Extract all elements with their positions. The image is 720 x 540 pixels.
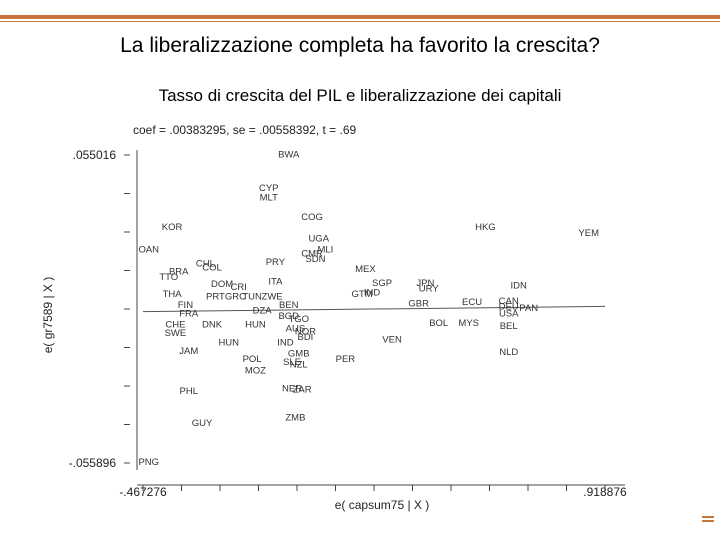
point-label: DNK bbox=[202, 319, 223, 330]
point-label: ECU bbox=[462, 297, 482, 308]
point-label: FRA bbox=[179, 308, 199, 319]
point-label: ZAR bbox=[293, 385, 312, 396]
point-label: IDN bbox=[511, 281, 528, 292]
point-label: PRY bbox=[266, 257, 286, 268]
point-label: YEM bbox=[578, 228, 599, 239]
point-label: MLT bbox=[260, 192, 278, 203]
slide-subtitle: Tasso di crescita del PIL e liberalizzaz… bbox=[158, 86, 562, 105]
x-tick-label: .918876 bbox=[583, 485, 627, 499]
top-rule-thin bbox=[0, 21, 720, 22]
point-label: BDI bbox=[297, 332, 313, 343]
point-label: MLI bbox=[317, 244, 333, 255]
point-label: IND bbox=[277, 337, 294, 348]
point-label: GBR bbox=[408, 299, 429, 310]
point-label: TTO bbox=[159, 272, 178, 283]
point-label: CAN bbox=[499, 296, 519, 307]
point-label: CYP bbox=[259, 183, 279, 194]
point-label: OAN bbox=[138, 244, 159, 255]
point-label: HUN bbox=[218, 337, 239, 348]
point-label: TUN bbox=[242, 292, 262, 303]
point-label: PAN bbox=[519, 303, 538, 314]
point-label: THA bbox=[163, 289, 183, 300]
point-label: DZA bbox=[253, 306, 273, 317]
point-label: USA bbox=[499, 308, 519, 319]
point-label: GMB bbox=[288, 349, 310, 360]
point-label: NOR bbox=[295, 326, 316, 337]
point-label: ITA bbox=[268, 276, 283, 287]
scatter-chart: coef = .00383295, se = .00558392, t = .6… bbox=[41, 123, 627, 512]
point-label: MOZ bbox=[245, 365, 266, 376]
point-label: DEU bbox=[499, 301, 519, 312]
point-label: BOL bbox=[429, 318, 448, 329]
point-label: GTM bbox=[352, 289, 373, 300]
point-label: BRA bbox=[169, 267, 189, 278]
point-label: CMR bbox=[301, 249, 323, 260]
point-label: HKG bbox=[475, 222, 496, 233]
point-label: AUS bbox=[286, 324, 306, 335]
point-label: POL bbox=[243, 354, 262, 365]
point-label: HUN bbox=[245, 319, 266, 330]
point-label: BEN bbox=[279, 300, 299, 311]
point-label: MYS bbox=[458, 318, 479, 329]
point-label: GUY bbox=[192, 418, 213, 429]
point-label: JAM bbox=[179, 346, 198, 357]
corner-ornament bbox=[702, 516, 714, 526]
point-label: NER bbox=[282, 383, 302, 394]
chart-axes: .055016 -.055896 -.467276 .918876 bbox=[69, 148, 627, 499]
point-label: PHL bbox=[180, 386, 198, 397]
point-label: SDN bbox=[305, 254, 325, 265]
point-label: JPN bbox=[416, 278, 434, 289]
point-label: SLE bbox=[283, 357, 301, 368]
point-label: BEL bbox=[500, 321, 518, 332]
slide-title: La liberalizzazione completa ha favorito… bbox=[120, 34, 600, 57]
point-label: COL bbox=[202, 263, 222, 274]
y-tick-label: -.055896 bbox=[69, 456, 117, 470]
point-label: PNG bbox=[138, 457, 159, 468]
point-label: SGP bbox=[372, 278, 392, 289]
point-label: COG bbox=[301, 212, 323, 223]
point-label: URY bbox=[419, 283, 440, 294]
x-tick-label: -.467276 bbox=[119, 485, 167, 499]
point-label: ZWE bbox=[262, 292, 283, 303]
point-label: CHE bbox=[165, 319, 185, 330]
x-axis-label: e( capsum75 | X ) bbox=[335, 498, 430, 512]
point-label: KOR bbox=[162, 222, 183, 233]
point-label: ZMB bbox=[285, 412, 305, 423]
point-label: DOM bbox=[211, 279, 233, 290]
point-label: NZL bbox=[290, 360, 308, 371]
point-label: SWE bbox=[165, 328, 187, 339]
y-axis-label: e( gr7589 | X ) bbox=[41, 277, 55, 354]
point-label: BWA bbox=[278, 149, 300, 160]
point-label: VEN bbox=[382, 335, 402, 346]
point-label: TGO bbox=[288, 314, 309, 325]
top-rule bbox=[0, 15, 720, 19]
point-label: FIN bbox=[178, 300, 193, 311]
point-label: NLD bbox=[499, 347, 518, 358]
point-label: GRC bbox=[225, 292, 246, 303]
point-label: PER bbox=[336, 354, 356, 365]
point-label: IND bbox=[364, 288, 381, 299]
point-label: MEX bbox=[355, 264, 376, 275]
point-label: PRT bbox=[206, 292, 225, 303]
chart-coefficient-title: coef = .00383295, se = .00558392, t = .6… bbox=[133, 123, 357, 137]
point-label: CRI bbox=[231, 282, 247, 293]
point-label: BGD bbox=[278, 311, 299, 322]
point-label: UGA bbox=[308, 233, 329, 244]
point-label: CHL bbox=[196, 258, 215, 269]
y-tick-label: .055016 bbox=[73, 148, 117, 162]
fit-line bbox=[142, 305, 606, 313]
